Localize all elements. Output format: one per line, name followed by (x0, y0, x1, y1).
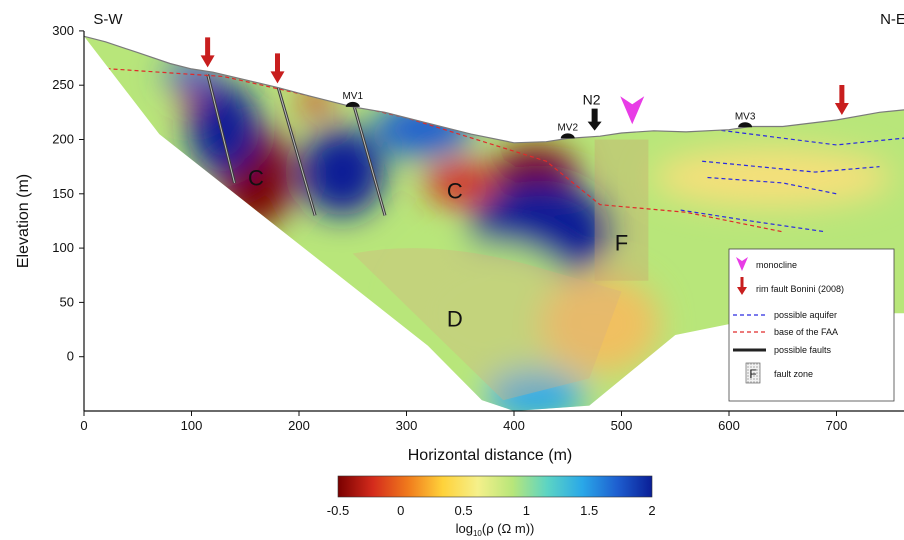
marker-label: MV3 (735, 111, 756, 122)
legend-item-label: monocline (756, 260, 797, 270)
colorbar-tick-label: 0 (397, 503, 404, 518)
x-tick-label: 400 (503, 418, 525, 433)
marker-label: MV1 (342, 91, 363, 102)
base-faa-line (84, 66, 783, 233)
colorbar-tick-label: 1 (523, 503, 530, 518)
y-tick-label: 50 (60, 294, 74, 309)
colorbar-tick-label: 1.5 (580, 503, 598, 518)
n2-label: N2 (583, 92, 601, 108)
legend: monocline rim fault Bonini (2008) possible… (728, 248, 895, 402)
colorbar-tick-label: -0.5 (327, 503, 349, 518)
resistivity-body (372, 100, 473, 157)
red-arrow-icon (834, 85, 849, 116)
resistivity-body (299, 87, 332, 116)
x-tick-label: 600 (718, 418, 740, 433)
mud-volcano-icon (345, 101, 360, 107)
zone-label: F (615, 231, 628, 256)
zone-d (352, 248, 622, 401)
x-tick-label: 100 (181, 418, 203, 433)
legend-item-label: fault zone (774, 369, 813, 379)
colorbar: -0.5 0 0.5 1 1.5 2 log10(ρ (Ω m)) (327, 475, 656, 538)
zone-label: C (447, 179, 463, 204)
legend-item-label: possible aquifer (774, 310, 837, 320)
legend-item-label: base of the FAA (774, 327, 838, 337)
legend-item-label: rim fault Bonini (2008) (756, 284, 844, 294)
y-tick-label: 0 (67, 349, 74, 364)
colorbar-tick-label: 2 (648, 503, 655, 518)
possible-aquifer-line (707, 176, 837, 195)
magenta-triangle-icon (620, 96, 645, 125)
resistivity-body (652, 147, 892, 208)
resistivity-body (402, 243, 583, 384)
zone-label: C (248, 166, 264, 191)
zone-label: D (447, 307, 463, 332)
mud-volcano-icon (560, 133, 575, 139)
fault-zone (594, 139, 649, 281)
x-tick-label: 0 (80, 418, 87, 433)
colorbar-gradient (337, 475, 653, 498)
x-tick-label: 500 (611, 418, 633, 433)
legend-item-label: possible faults (774, 345, 832, 355)
possible-aquifer-line (707, 128, 904, 146)
hatched-box-icon (745, 362, 761, 384)
orientation-left-label: S-W (93, 11, 123, 28)
y-tick-label: 100 (52, 240, 74, 255)
down-arrow-icon (587, 108, 602, 131)
y-axis-label: Elevation (m) (15, 174, 32, 268)
red-arrow-icon (737, 277, 747, 295)
x-tick-label: 700 (826, 418, 848, 433)
resistivity-body (300, 128, 384, 217)
mud-volcano-icon (738, 122, 753, 128)
y-tick-label: 150 (52, 186, 74, 201)
axes: 0 100 200 300 400 500 600 700 0 50 100 150 200 250 30… (52, 23, 904, 433)
possible-fault-line (277, 85, 316, 216)
colorbar-label: log10(ρ (Ω m)) (456, 521, 535, 538)
marker-label: MV2 (557, 122, 578, 133)
x-axis-label: Horizontal distance (m) (408, 447, 573, 464)
colorbar-tick-label: 0.5 (455, 503, 473, 518)
x-tick-label: 200 (288, 418, 310, 433)
y-tick-label: 300 (52, 23, 74, 38)
possible-fault-line (207, 74, 235, 184)
resistivity-body (426, 160, 495, 205)
possible-fault-line (352, 101, 386, 216)
y-tick-label: 250 (52, 77, 74, 92)
possible-aquifer-line (702, 160, 880, 173)
x-tick-label: 300 (396, 418, 418, 433)
fault-zone-symbol-letter: F (749, 367, 756, 381)
resistivity-body (540, 274, 660, 375)
orientation-right-label: N-E (880, 11, 904, 28)
y-tick-label: 200 (52, 132, 74, 147)
magenta-triangle-icon (736, 257, 748, 271)
red-arrow-icon (200, 37, 215, 68)
possible-aquifer-line (680, 209, 826, 233)
red-arrow-icon (270, 53, 285, 84)
resistivity-body (187, 82, 260, 175)
